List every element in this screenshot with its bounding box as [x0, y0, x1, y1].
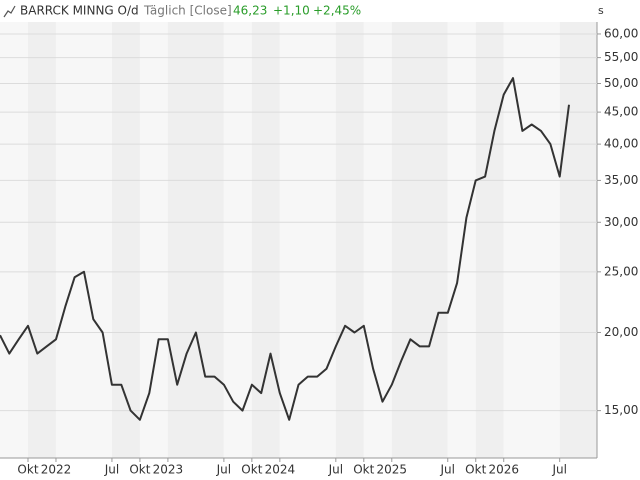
band — [447, 22, 476, 458]
price-line — [0, 77, 570, 421]
x-tick-label: 2024 — [265, 463, 296, 477]
x-tick-label: Okt — [17, 463, 38, 477]
y-unit: s — [598, 4, 604, 17]
x-tick-label: Okt — [241, 463, 262, 477]
x-tick-label: Jul — [551, 463, 566, 477]
y-tick-label: 35,00 — [604, 173, 638, 187]
y-tick-label: 15,00 — [604, 403, 638, 417]
y-tick-label: 30,00 — [604, 215, 638, 229]
change: +1,10 — [273, 4, 310, 18]
subtitle: Täglich [Close] — [143, 4, 232, 18]
x-tick-label: 2022 — [41, 463, 72, 477]
x-tick-label: Okt — [353, 463, 374, 477]
y-tick-label: 50,00 — [604, 76, 638, 90]
band — [251, 22, 280, 458]
band — [139, 22, 168, 458]
band — [391, 22, 448, 458]
chart-title: BARRCK MINNG O/d — [20, 4, 139, 18]
band — [335, 22, 364, 458]
x-tick-label: 2026 — [488, 463, 519, 477]
band — [559, 22, 597, 458]
band — [111, 22, 140, 458]
last-price: 46,23 — [233, 4, 267, 18]
y-tick-label: 25,00 — [604, 264, 638, 278]
y-tick-label: 20,00 — [604, 325, 638, 339]
band — [0, 22, 28, 458]
x-tick-label: 2025 — [377, 463, 408, 477]
band — [503, 22, 560, 458]
band — [55, 22, 112, 458]
x-tick-label: Okt — [465, 463, 486, 477]
y-tick-label: 55,00 — [604, 50, 638, 64]
band — [475, 22, 504, 458]
line-icon — [3, 5, 16, 18]
x-tick-label: 2023 — [153, 463, 184, 477]
x-tick-label: Jul — [104, 463, 119, 477]
x-tick-label: Jul — [216, 463, 231, 477]
band — [223, 22, 252, 458]
x-tick-label: Okt — [129, 463, 150, 477]
change-percent: +2,45% — [313, 4, 361, 18]
x-tick-label: Jul — [440, 463, 455, 477]
bands — [0, 22, 597, 458]
y-tick-label: 45,00 — [604, 105, 638, 119]
x-tick-label: Jul — [328, 463, 343, 477]
y-tick-label: 40,00 — [604, 137, 638, 151]
y-tick-label: 60,00 — [604, 26, 638, 40]
band — [279, 22, 336, 458]
band — [167, 22, 224, 458]
band — [27, 22, 56, 458]
